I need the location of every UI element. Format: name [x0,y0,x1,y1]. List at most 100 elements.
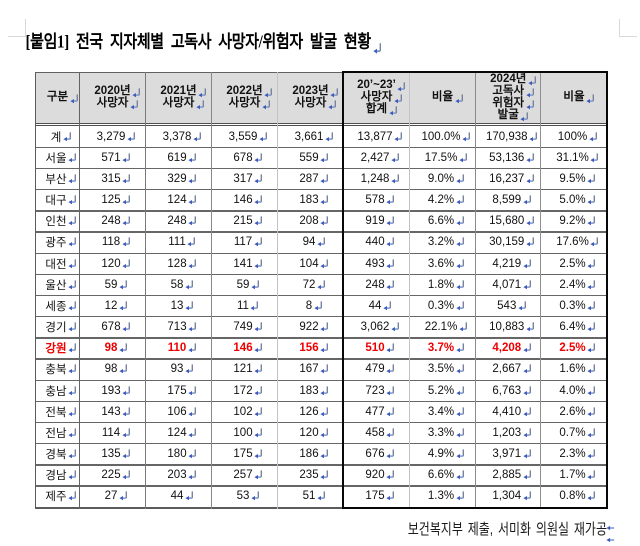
table-cell: 6.6% [410,465,476,486]
table-cell: 225 [80,465,146,486]
table-cell: 175 [146,380,212,401]
table-cell: 578 [344,189,410,210]
table-cell: 156 [278,338,344,359]
table-cell: 0.7% [541,422,607,443]
row-separator [34,358,608,360]
table-cell: 121 [212,359,278,380]
header-double-rule-lower [34,124,608,126]
table-cell: 4,410 [476,401,542,422]
row-separator [34,210,608,212]
table-cell: 678 [212,147,278,168]
table-cell: 175 [344,486,410,507]
table-top-border [34,71,608,74]
table-cell: 329 [146,168,212,189]
region-label: 서울 [36,147,80,168]
table-cell: 1.7% [541,465,607,486]
table-cell: 3,971 [476,443,542,464]
table-cell: 117 [212,232,278,253]
table-row: 광주 118 111 117 94 440 3.2% 30,159 17.6% [36,232,608,253]
row-separator [34,231,608,233]
table-cell: 183 [278,189,344,210]
table-cell: 143 [80,401,146,422]
table-cell: 257 [212,465,278,486]
table-cell: 102 [212,401,278,422]
table-cell: 100 [212,422,278,443]
table-cell: 167 [278,359,344,380]
table-cell: 100% [541,126,607,147]
column-header-deaths-2023: 2023년 사망자 [278,73,344,123]
table-cell: 6,763 [476,380,542,401]
table-cell: 183 [278,380,344,401]
text-boundary-crop-mark-top-left [8,19,26,37]
table-cell: 146 [212,189,278,210]
row-separator [34,252,608,254]
column-separator [78,71,81,509]
text-boundary-crop-mark-top-right [619,19,637,37]
table-cell: 124 [146,422,212,443]
table-cell: 172 [212,380,278,401]
table-cell: 2,667 [476,359,542,380]
table-cell: 723 [344,380,410,401]
column-header-ratio-at-risk: 비율 [541,73,607,123]
table-row: 강원 98 110 146 156 510 3.7% 4,208 2.5% [36,338,608,359]
table-cell: 559 [278,147,344,168]
table-cell: 120 [80,253,146,274]
table-cell: 118 [80,232,146,253]
column-separator [539,71,542,509]
table-row: 전북 143 106 102 126 477 3.4% 4,410 2.6% [36,401,608,422]
table-cell: 10,883 [476,316,542,337]
table-cell: 8,599 [476,189,542,210]
table-cell: 13,877 [344,126,410,147]
table-cell: 6.4% [541,316,607,337]
table-cell: 919 [344,211,410,232]
table-row: 계 3,279 3,378 3,559 3,661 13,877 100.0% … [36,126,608,147]
summary-columns-emphasis-border [341,71,609,510]
region-label: 경기 [36,316,80,337]
table-cell: 104 [278,253,344,274]
table-cell: 186 [278,443,344,464]
table-cell: 59 [212,274,278,295]
column-header-deaths-2020: 2020년 사망자 [80,73,146,123]
table-cell: 440 [344,232,410,253]
table-cell: 135 [80,443,146,464]
table-cell: 8 [278,295,344,316]
table-cell: 15,680 [476,211,542,232]
region-label: 세종 [36,295,80,316]
table-row: 세종 12 13 11 8 44 0.3% 543 0.3% [36,295,608,316]
row-separator [34,316,608,318]
row-separator [34,273,608,276]
table-cell: 458 [344,422,410,443]
region-label: 울산 [36,274,80,295]
table-cell: 0.3% [541,295,607,316]
table-cell: 315 [80,168,146,189]
table-row: 제주 27 44 53 51 175 1.3% 1,304 0.8% [36,486,608,507]
table-cell: 17.5% [410,147,476,168]
table-cell: 3,062 [344,316,410,337]
paragraph-mark-icon [606,531,615,546]
table-cell: 676 [344,443,410,464]
table-cell: 5.2% [410,380,476,401]
header-double-rule-upper [34,122,608,124]
table-row: 경북 135 180 175 186 676 4.9% 3,971 2.3% [36,443,608,464]
row-separator [34,400,608,403]
table-row: 충남 193 175 172 183 723 5.2% 6,763 4.0% [36,380,608,401]
table-cell: 30,159 [476,232,542,253]
table-cell: 713 [146,316,212,337]
region-label: 전남 [36,422,80,443]
table-cell: 203 [146,465,212,486]
region-label: 경북 [36,443,80,464]
table-bottom-border [34,507,608,509]
table-cell: 72 [278,274,344,295]
table-cell: 193 [80,380,146,401]
table-cell: 2.5% [541,338,607,359]
table-cell: 1,203 [476,422,542,443]
table-cell: 180 [146,443,212,464]
table-cell: 477 [344,401,410,422]
table-cell: 543 [476,295,542,316]
row-separator [34,337,608,339]
table-row: 대전 120 128 141 104 493 3.6% 4,219 2.5% [36,253,608,274]
table-cell: 9.2% [541,211,607,232]
table-cell: 120 [278,422,344,443]
region-label: 광주 [36,232,80,253]
table-row: 부산 315 329 317 287 1,248 9.0% 16,237 9.5… [36,168,608,189]
